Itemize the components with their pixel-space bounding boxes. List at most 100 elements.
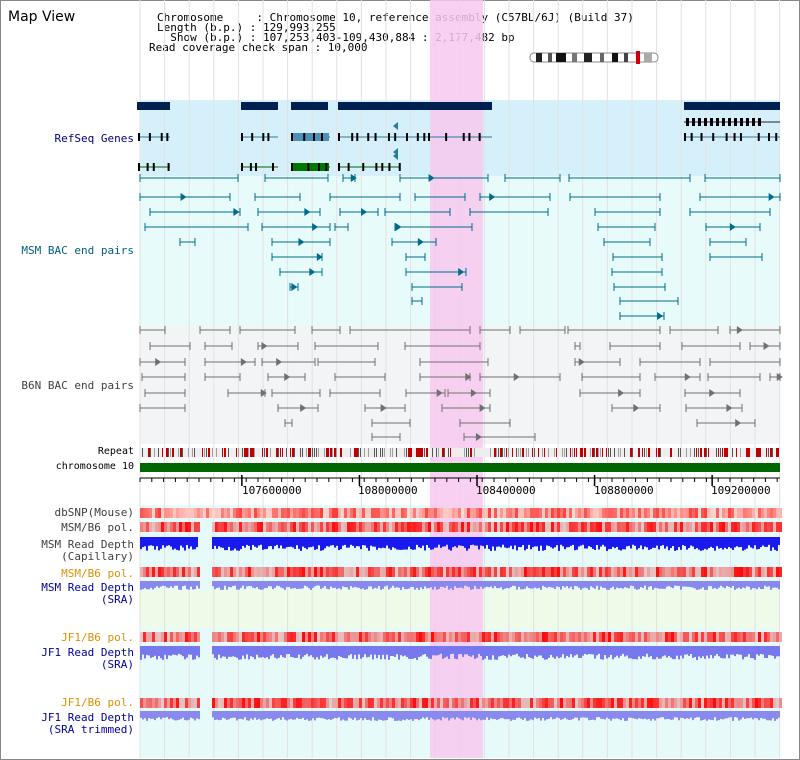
repeat-element bbox=[700, 448, 702, 457]
track-label-msm-depth-sra-1[interactable]: MSM Read Depth bbox=[41, 581, 134, 594]
repeat-element bbox=[364, 448, 365, 457]
read-depth-bar bbox=[258, 646, 260, 658]
read-depth-bar bbox=[606, 581, 608, 590]
repeat-element bbox=[778, 448, 779, 457]
polymorphism-cell bbox=[590, 632, 593, 642]
read-depth-bar bbox=[188, 646, 190, 655]
read-depth-bar bbox=[174, 537, 176, 549]
read-depth-bar bbox=[526, 646, 528, 655]
polymorphism-cell bbox=[596, 632, 599, 642]
polymorphism-cell bbox=[710, 698, 713, 708]
polymorphism-cell bbox=[176, 698, 179, 708]
read-depth-bar bbox=[596, 711, 598, 718]
polymorphism-cell bbox=[482, 508, 485, 518]
polymorphism-cell bbox=[161, 698, 164, 708]
polymorphism-cell bbox=[164, 522, 167, 532]
read-depth-bar bbox=[194, 537, 196, 550]
repeat-element bbox=[766, 448, 767, 457]
read-depth-bar bbox=[322, 537, 324, 551]
polymorphism-cell bbox=[296, 522, 299, 532]
polymorphism-cell bbox=[446, 522, 449, 532]
read-depth-bar bbox=[620, 537, 622, 551]
polymorphism-cell bbox=[383, 698, 386, 708]
read-depth-bar bbox=[228, 646, 230, 657]
polymorphism-cell bbox=[734, 567, 737, 577]
polymorphism-cell bbox=[389, 508, 392, 518]
polymorphism-cell bbox=[296, 632, 299, 642]
read-depth-bar bbox=[632, 537, 634, 545]
polymorphism-cell bbox=[491, 522, 494, 532]
read-depth-bar bbox=[728, 537, 730, 547]
polymorphism-cell bbox=[593, 508, 596, 518]
polymorphism-cell bbox=[395, 522, 398, 532]
polymorphism-cell bbox=[287, 698, 290, 708]
polymorphism-cell bbox=[725, 522, 728, 532]
polymorphism-cell bbox=[242, 632, 245, 642]
track-label-jf1-depth-trim-1[interactable]: JF1 Read Depth bbox=[41, 711, 134, 724]
repeat-element bbox=[280, 448, 281, 457]
read-depth-bar bbox=[662, 711, 664, 718]
polymorphism-cell bbox=[692, 632, 695, 642]
polymorphism-cell bbox=[563, 567, 566, 577]
polymorphism-cell bbox=[572, 522, 575, 532]
read-depth-bar bbox=[184, 581, 186, 586]
polymorphism-cell bbox=[302, 698, 305, 708]
repeat-element bbox=[150, 448, 151, 457]
axis-tick-label: 109200000 bbox=[711, 484, 771, 497]
polymorphism-cell bbox=[470, 508, 473, 518]
b6n-bac-marker bbox=[763, 342, 770, 350]
polymorphism-cell bbox=[401, 508, 404, 518]
track-label-dbsnp[interactable]: dbSNP(Mouse) bbox=[54, 506, 134, 519]
read-depth-bar bbox=[582, 581, 584, 589]
read-depth-bar bbox=[156, 711, 158, 719]
track-label-msm-b6-pol-2[interactable]: MSM/B6 pol. bbox=[61, 567, 134, 580]
polymorphism-cell bbox=[149, 508, 152, 518]
read-depth-bar bbox=[480, 581, 482, 587]
gene-exon bbox=[704, 118, 707, 126]
track-label-msm-b6-pol-1[interactable]: MSM/B6 pol. bbox=[61, 521, 134, 534]
polymorphism-cell bbox=[407, 698, 410, 708]
read-depth-bar bbox=[462, 646, 464, 657]
repeat-element bbox=[154, 448, 155, 457]
read-depth-bar bbox=[188, 711, 190, 720]
repeat-element bbox=[292, 448, 294, 457]
track-label-refseq[interactable]: RefSeq Genes bbox=[54, 132, 134, 145]
polymorphism-cell bbox=[557, 632, 560, 642]
track-label-b6n-bac[interactable]: B6N BAC end pairs bbox=[21, 379, 134, 392]
read-depth-bar bbox=[486, 711, 488, 718]
read-depth-bar bbox=[702, 646, 704, 657]
track-label-msm-bac[interactable]: MSM BAC end pairs bbox=[21, 244, 134, 257]
read-depth-bar bbox=[664, 646, 666, 656]
polymorphism-cell bbox=[365, 632, 368, 642]
read-depth-bar bbox=[332, 711, 334, 719]
repeat-element bbox=[236, 448, 237, 457]
read-depth-bar bbox=[458, 537, 460, 546]
polymorphism-cell bbox=[620, 698, 623, 708]
polymorphism-cell bbox=[284, 567, 287, 577]
polymorphism-cell bbox=[707, 632, 710, 642]
polymorphism-cell bbox=[428, 632, 431, 642]
read-depth-bar bbox=[420, 581, 422, 588]
read-depth-bar bbox=[714, 646, 716, 656]
polymorphism-cell bbox=[290, 632, 293, 642]
polymorphism-cell bbox=[164, 508, 167, 518]
polymorphism-cell bbox=[572, 567, 575, 577]
track-label-msm-depth-cap-1[interactable]: MSM Read Depth bbox=[41, 538, 134, 551]
polymorphism-cell bbox=[227, 508, 230, 518]
read-depth-bar bbox=[152, 646, 154, 657]
read-depth-bar bbox=[250, 711, 252, 719]
track-label-jf1-b6-pol-2[interactable]: JF1/B6 pol. bbox=[61, 696, 134, 709]
polymorphism-cell bbox=[725, 698, 728, 708]
read-depth-bar bbox=[614, 537, 616, 549]
polymorphism-cell bbox=[653, 567, 656, 577]
track-label-jf1-b6-pol-1[interactable]: JF1/B6 pol. bbox=[61, 631, 134, 644]
read-depth-bar bbox=[534, 711, 536, 718]
polymorphism-cell bbox=[743, 632, 746, 642]
track-label-jf1-depth-sra-1[interactable]: JF1 Read Depth bbox=[41, 646, 134, 659]
polymorphism-cell bbox=[422, 698, 425, 708]
read-depth-bar bbox=[776, 581, 778, 588]
polymorphism-cell bbox=[179, 698, 182, 708]
repeat-element bbox=[506, 448, 507, 457]
polymorphism-cell bbox=[467, 522, 470, 532]
